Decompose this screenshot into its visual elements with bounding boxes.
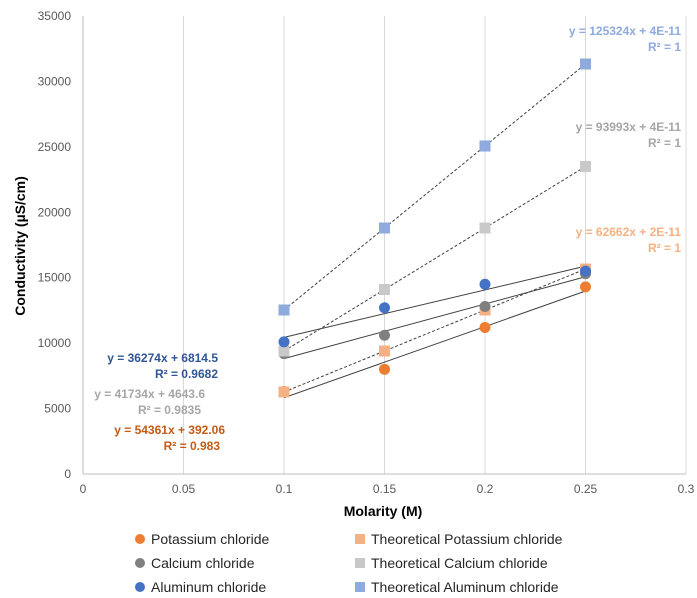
trendline-r-squared: R² = 1 <box>648 241 681 255</box>
trendline-5 <box>283 63 586 311</box>
legend-label: Theoretical Potassium chloride <box>371 531 563 547</box>
trendline-r-squared: R² = 0.983 <box>164 439 221 453</box>
trendline-r-squared: R² = 1 <box>648 40 681 54</box>
trendline-r-squared: R² = 0.9682 <box>155 367 218 381</box>
x-tick-label: 0.25 <box>574 482 598 496</box>
data-point <box>379 363 390 375</box>
trendline-1 <box>283 268 586 393</box>
data-point <box>278 304 290 316</box>
legend-label: Potassium chloride <box>151 531 269 547</box>
data-point <box>580 281 591 293</box>
trendline-equation: y = 36274x + 6814.5 <box>107 351 218 365</box>
y-axis-title: Conductivity (µS/cm) <box>12 176 28 316</box>
y-tick-label: 10000 <box>38 336 72 350</box>
x-tick-label: 0.1 <box>276 482 293 496</box>
trendline-4 <box>283 265 586 338</box>
trendline-equations: y = 54361x + 392.06 R² = 0.983 y = 62662x … <box>94 24 681 453</box>
trendline-2 <box>283 276 586 360</box>
trendline-equation: y = 93993x + 4E-11 <box>576 120 682 134</box>
trendlines <box>283 63 586 399</box>
legend-marker <box>355 582 365 592</box>
data-point <box>278 345 290 357</box>
legend-label: Theoretical Calcium chloride <box>371 555 548 571</box>
y-tick-label: 35000 <box>38 9 72 23</box>
x-axis-title: Molarity (M) <box>344 503 423 519</box>
trendline-r-squared: R² = 1 <box>648 136 681 150</box>
data-point <box>479 301 491 313</box>
legend-label: Theoretical Aluminum chloride <box>371 579 559 595</box>
data-points <box>278 58 591 398</box>
data-point <box>379 345 390 357</box>
x-tick-label: 0 <box>80 482 87 496</box>
legend-marker <box>355 558 365 568</box>
data-point <box>479 222 491 234</box>
trendline-0 <box>283 290 586 399</box>
trendline-3 <box>283 166 586 352</box>
data-point <box>379 329 390 341</box>
data-point <box>580 265 591 277</box>
data-point <box>479 321 491 333</box>
data-point <box>379 302 390 314</box>
trendline-equation: y = 54361x + 392.06 <box>114 423 225 437</box>
legend-marker <box>135 558 145 568</box>
grid <box>183 16 687 474</box>
data-point <box>580 161 591 173</box>
legend-label: Aluminum chloride <box>151 579 266 595</box>
data-point <box>479 278 491 290</box>
data-point <box>479 140 491 152</box>
trendline-equation: y = 41734x + 4643.6 <box>94 387 205 401</box>
trendline-equation: y = 62662x + 2E-11 <box>576 225 682 239</box>
x-tick-label: 0.15 <box>373 482 397 496</box>
data-point <box>379 222 390 234</box>
y-tick-label: 15000 <box>38 271 72 285</box>
x-tick-label: 0.2 <box>477 482 494 496</box>
y-tick-label: 5000 <box>44 402 71 416</box>
y-tick-label: 30000 <box>38 74 72 88</box>
legend-marker <box>135 534 145 544</box>
trendline-r-squared: R² = 0.9835 <box>138 403 201 417</box>
data-point <box>278 386 290 398</box>
legend-marker <box>135 582 145 592</box>
y-tick-label: 20000 <box>38 205 72 219</box>
legend: Potassium chloride Theoretical Potassium … <box>135 531 563 595</box>
x-tick-label: 0.3 <box>678 482 695 496</box>
x-tick-label: 0.05 <box>172 482 196 496</box>
legend-label: Calcium chloride <box>151 555 255 571</box>
trendline-equation: y = 125324x + 4E-11 <box>569 24 681 38</box>
y-tick-label: 25000 <box>38 140 72 154</box>
legend-marker <box>355 534 365 544</box>
axes: 0 0.05 0.1 0.15 0.2 0.25 0.3 0 5000 10000 15000 200… <box>38 9 695 496</box>
data-point <box>580 58 591 70</box>
y-tick-label: 0 <box>64 467 71 481</box>
data-point <box>379 284 390 296</box>
data-point <box>278 336 290 348</box>
